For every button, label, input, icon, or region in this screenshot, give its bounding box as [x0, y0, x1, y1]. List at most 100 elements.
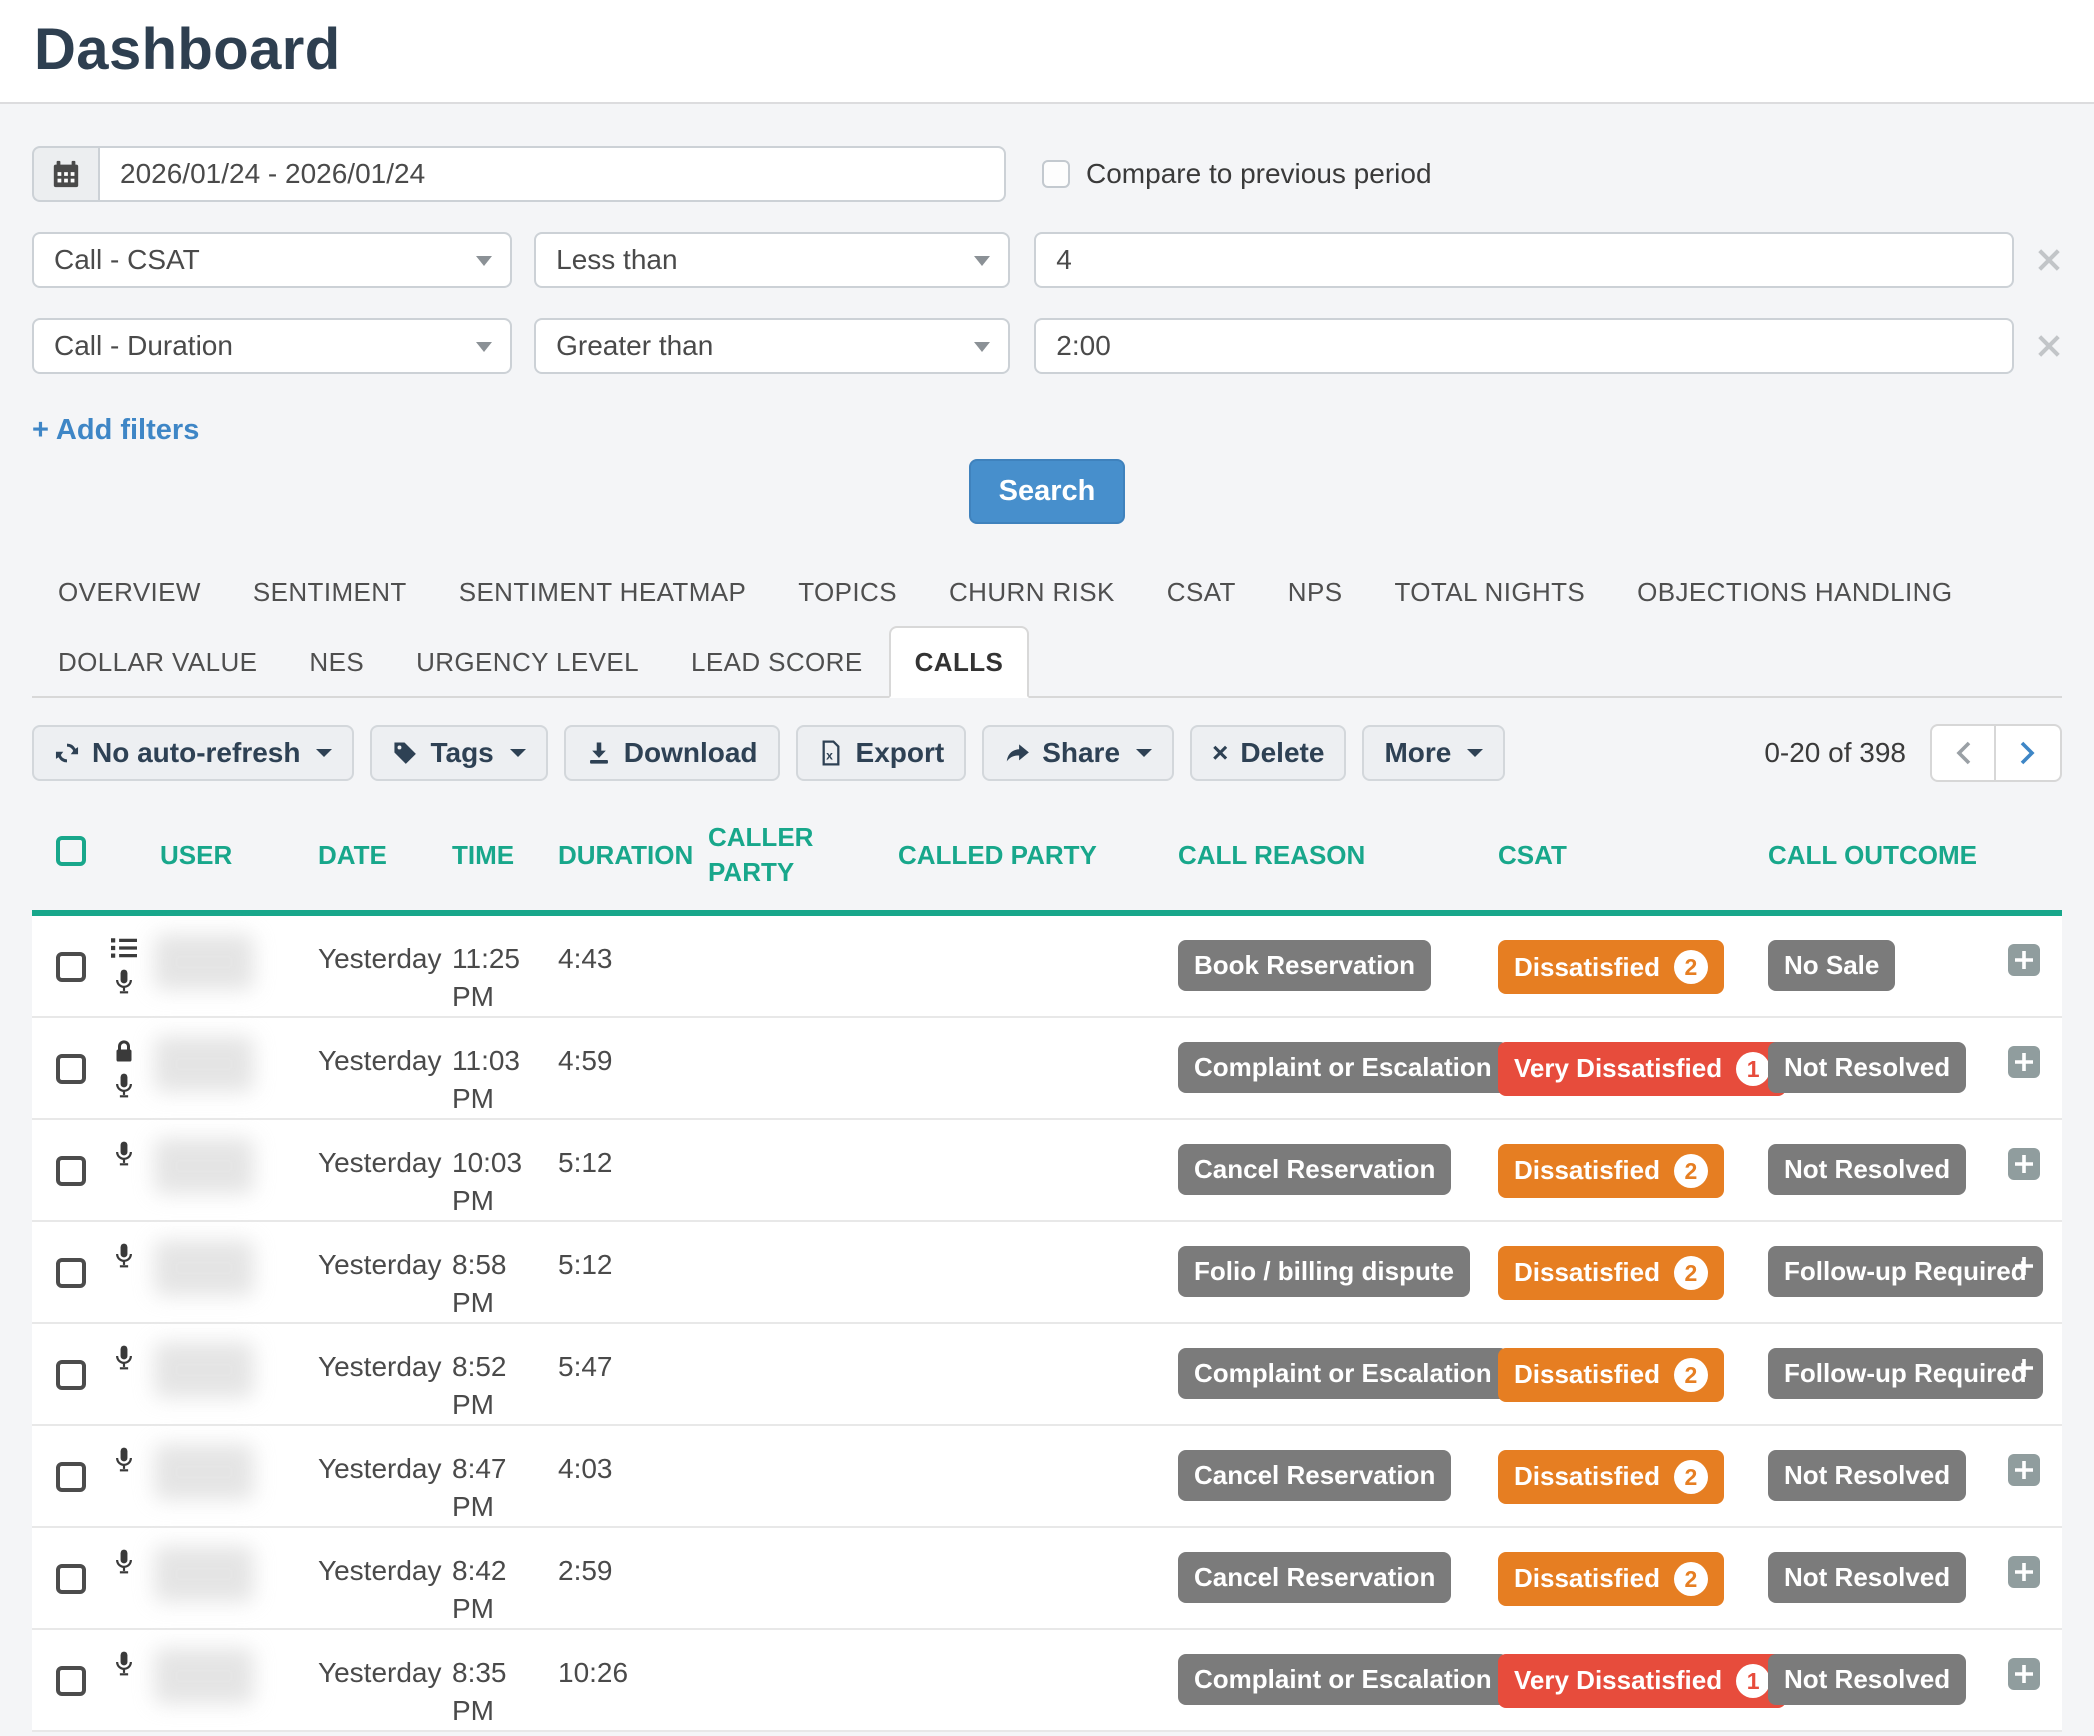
compare-to-previous-period[interactable]: Compare to previous period: [1042, 158, 1432, 190]
csat-label: Dissatisfied: [1514, 951, 1660, 982]
tags-label: Tags: [430, 737, 494, 768]
redacted-user-name: [154, 1239, 254, 1296]
pagination-range: 0-20 of 398: [1764, 737, 1906, 768]
delete-label: Delete: [1240, 737, 1325, 768]
expand-row-button[interactable]: [2008, 1147, 2040, 1180]
tab-sentiment-heatmap[interactable]: SENTIMENT HEATMAP: [458, 577, 747, 607]
filter-operator-select[interactable]: Greater than: [534, 318, 1011, 374]
previous-page-button[interactable]: [1930, 724, 1996, 782]
tab-lead-score[interactable]: LEAD SCORE: [691, 647, 863, 677]
tab-overview[interactable]: OVERVIEW: [58, 577, 201, 607]
tab-csat[interactable]: CSAT: [1166, 577, 1236, 607]
csat-badge: Dissatisfied 2: [1498, 940, 1724, 995]
tab-objections-handling[interactable]: OBJECTIONS HANDLING: [1637, 577, 1953, 607]
filter-value-input[interactable]: [1034, 232, 2014, 288]
microphone-icon: [113, 968, 135, 996]
row-icons: [108, 930, 140, 996]
row-icons: [108, 1134, 140, 1168]
list-icon: [111, 936, 137, 960]
table-toolbar: No auto-refresh Tags Download x Export S…: [32, 724, 2062, 782]
row-checkbox[interactable]: [56, 1257, 86, 1288]
date-cell: Yesterday: [318, 943, 442, 975]
date-range-group: [32, 146, 1006, 202]
microphone-icon: [113, 1072, 135, 1100]
time-cell: 8:52 PM: [452, 1350, 507, 1420]
tab-sentiment[interactable]: SENTIMENT: [252, 577, 407, 607]
pagination: 0-20 of 398: [1764, 724, 2062, 782]
tab-dollar-value[interactable]: DOLLAR VALUE: [58, 647, 258, 677]
call-outcome-badge: Follow-up Required: [1768, 1245, 2043, 1297]
user-cell: [108, 1236, 302, 1296]
row-checkbox[interactable]: [56, 1359, 86, 1390]
table-row: Yesterday 11:25 PM 4:43 Book Reservation…: [32, 913, 2062, 1017]
row-checkbox[interactable]: [56, 1665, 86, 1696]
duration-cell: 4:59: [558, 1044, 613, 1076]
table-header-row: USER DATE TIME DURATION CALLER PARTY CAL…: [32, 808, 2062, 917]
search-button[interactable]: Search: [968, 459, 1126, 524]
redacted-user-name: [154, 1137, 254, 1194]
time-cell: 8:58 PM: [452, 1248, 507, 1318]
expand-row-button[interactable]: [2008, 944, 2040, 977]
remove-filter-icon[interactable]: [2036, 333, 2062, 359]
filter-field-select[interactable]: Call - Duration: [32, 318, 513, 374]
expand-row-button[interactable]: [2008, 1453, 2040, 1486]
expand-row-button[interactable]: [2008, 1555, 2040, 1588]
time-cell: 8:47 PM: [452, 1452, 507, 1522]
table-row: Yesterday 11:03 PM 4:59 Complaint or Esc…: [32, 1016, 2062, 1119]
row-checkbox[interactable]: [56, 1461, 86, 1492]
remove-filter-icon[interactable]: [2036, 247, 2062, 273]
compare-checkbox[interactable]: [1042, 160, 1070, 188]
expand-row-button[interactable]: [2008, 1657, 2040, 1690]
call-outcome-badge: Not Resolved: [1768, 1653, 1967, 1705]
csat-label: Very Dissatisfied: [1514, 1665, 1723, 1696]
filter-value-input[interactable]: [1034, 318, 2014, 374]
user-cell: [108, 1644, 302, 1704]
csat-score: 1: [1736, 1051, 1771, 1086]
select-all-checkbox[interactable]: [56, 835, 86, 866]
download-button[interactable]: Download: [563, 725, 780, 781]
tab-calls[interactable]: CALLS: [888, 626, 1030, 698]
auto-refresh-button[interactable]: No auto-refresh: [32, 725, 355, 781]
more-label: More: [1384, 737, 1452, 768]
row-checkbox[interactable]: [56, 1563, 86, 1594]
row-checkbox[interactable]: [56, 1155, 86, 1186]
export-button[interactable]: x Export: [795, 725, 967, 781]
tab-urgency-level[interactable]: URGENCY LEVEL: [416, 647, 639, 677]
filter-row: Call - Duration Greater than: [32, 318, 2062, 374]
tab-total-nights[interactable]: TOTAL NIGHTS: [1394, 577, 1586, 607]
tab-topics[interactable]: TOPICS: [798, 577, 897, 607]
add-filters-link[interactable]: + Add filters: [32, 414, 200, 446]
user-cell: [108, 1440, 302, 1500]
microphone-icon: [113, 1344, 135, 1372]
download-icon: [586, 740, 612, 766]
date-cell: Yesterday: [318, 1554, 442, 1586]
tab-nes[interactable]: NES: [309, 647, 365, 677]
date-range-input[interactable]: [98, 146, 1006, 202]
redacted-user-name: [154, 1647, 254, 1704]
share-button[interactable]: Share: [982, 725, 1175, 781]
redacted-user-name: [154, 934, 254, 991]
column-header-call-reason: CALL REASON: [1170, 808, 1490, 917]
row-icons: [108, 1032, 140, 1100]
tab-nps[interactable]: NPS: [1287, 577, 1343, 607]
filter-field-value: Call - CSAT: [54, 244, 200, 275]
tab-churn-risk[interactable]: CHURN RISK: [948, 577, 1115, 607]
row-icons: [108, 1236, 140, 1270]
call-reason-badge: Complaint or Escalation: [1178, 1041, 1508, 1093]
next-page-button[interactable]: [1996, 724, 2062, 782]
csat-label: Dissatisfied: [1514, 1257, 1660, 1288]
chevron-down-icon: [476, 256, 493, 266]
row-checkbox[interactable]: [56, 952, 86, 983]
row-checkbox[interactable]: [56, 1053, 86, 1084]
more-button[interactable]: More: [1362, 725, 1506, 781]
expand-row-button[interactable]: [2008, 1045, 2040, 1078]
tags-button[interactable]: Tags: [370, 725, 548, 781]
filter-field-select[interactable]: Call - CSAT: [32, 232, 513, 288]
csat-label: Very Dissatisfied: [1514, 1053, 1723, 1084]
filter-operator-select[interactable]: Less than: [534, 232, 1011, 288]
user-cell: [108, 1134, 302, 1194]
delete-button[interactable]: × Delete: [1190, 725, 1347, 781]
table-row: Yesterday 8:35 PM 10:26 Complaint or Esc…: [32, 1628, 2062, 1731]
column-header-date: DATE: [310, 808, 444, 917]
user-cell: [108, 930, 302, 996]
